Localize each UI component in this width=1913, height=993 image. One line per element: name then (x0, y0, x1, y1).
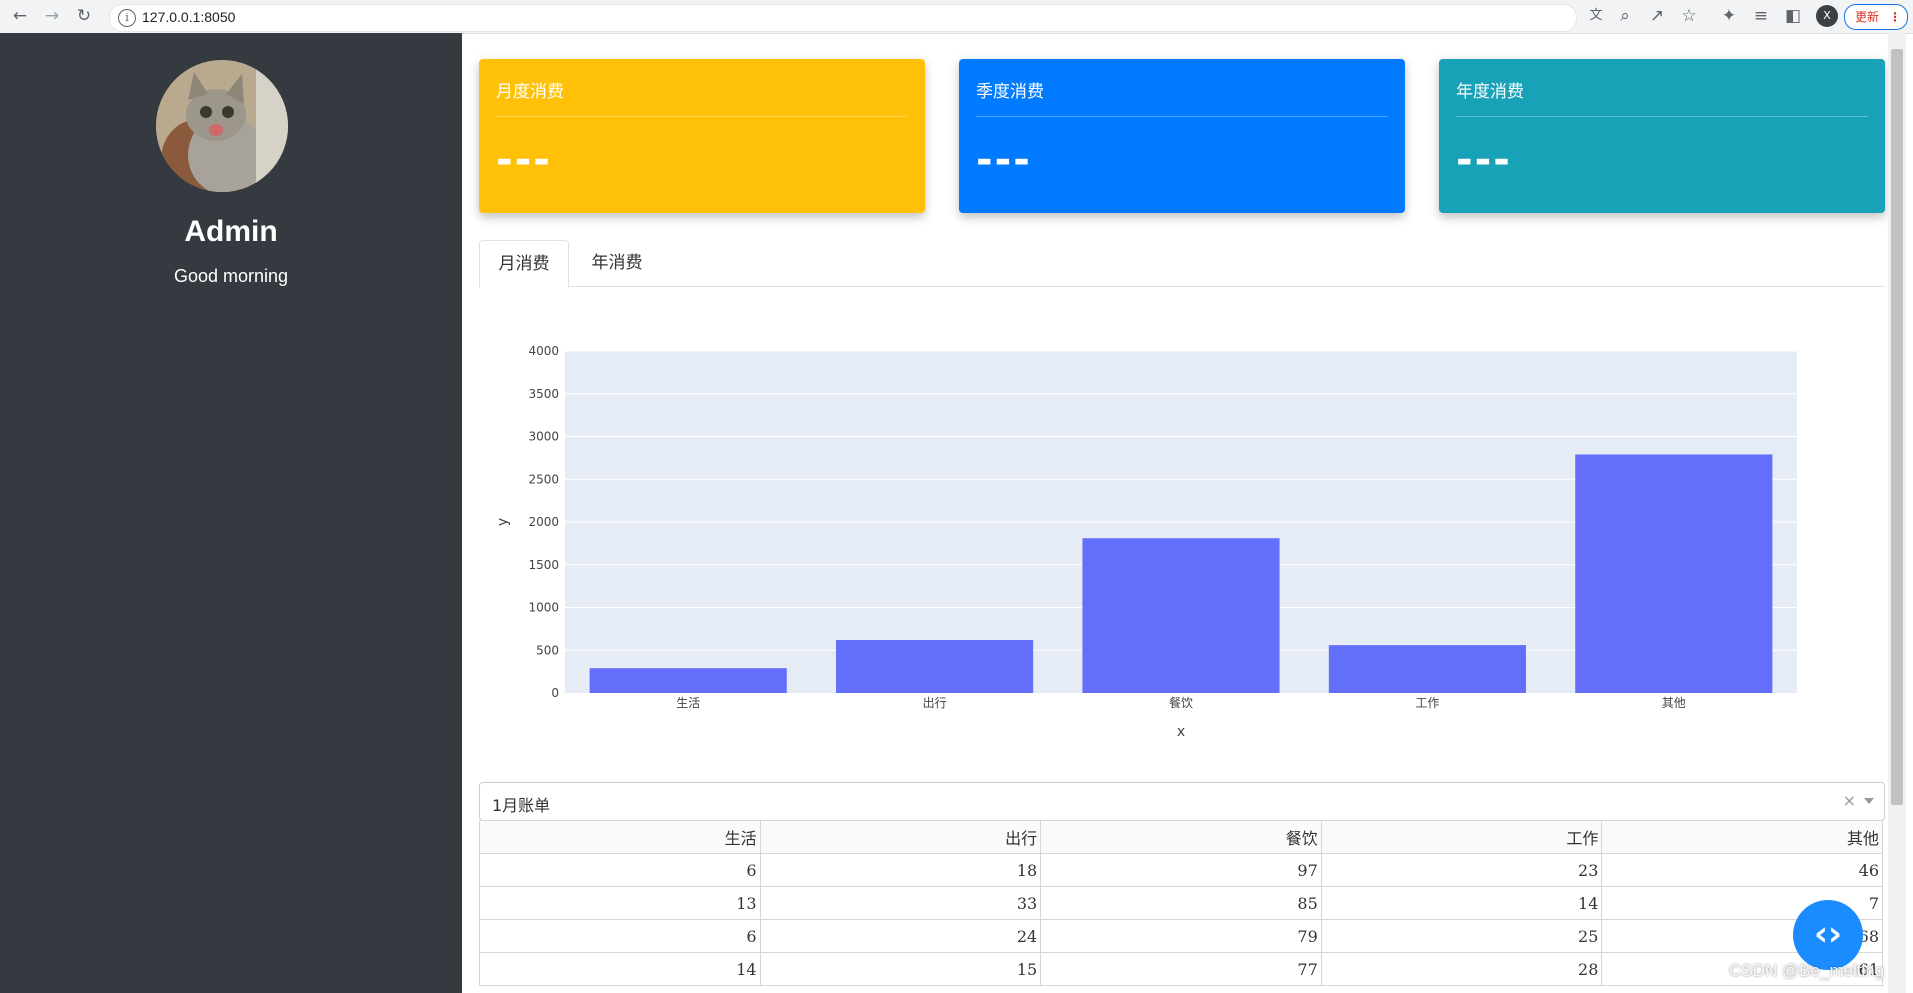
chevron-down-icon[interactable] (1864, 798, 1874, 804)
x-tick-label: 出行 (923, 696, 947, 710)
card-divider (1456, 116, 1868, 117)
table-header-row: 生活 出行 餐饮 工作 其他 (479, 820, 1883, 854)
back-icon[interactable]: ← (12, 6, 28, 26)
card-value: --- (1456, 137, 1512, 183)
table-cell[interactable]: 23 (1320, 853, 1603, 887)
table-row: 13 33 85 14 7 (479, 886, 1883, 920)
code-toggle-button[interactable]: ‹› (1793, 900, 1863, 970)
bar (1082, 538, 1280, 693)
bill-month-select[interactable]: 1月账单 × (479, 782, 1885, 821)
column-header[interactable]: 其他 (1601, 820, 1883, 854)
x-tick-label: 工作 (1415, 696, 1439, 710)
bookmark-star-icon[interactable]: ☆ (1681, 6, 1697, 26)
table-row: 6 18 97 23 46 (479, 853, 1883, 887)
share-icon[interactable]: ↗ (1649, 6, 1665, 26)
y-tick-label: 500 (536, 643, 559, 657)
y-tick-label: 2000 (528, 515, 559, 529)
greeting-text: Good morning (173, 266, 289, 286)
y-tick-label: 3500 (528, 387, 559, 401)
y-tick-label: 1500 (528, 558, 559, 572)
sidebar: Admin Good morning (0, 33, 462, 993)
table-cell[interactable]: 24 (759, 919, 1042, 953)
tab-monthly[interactable]: 月消费 (479, 240, 569, 288)
table-cell[interactable]: 7 (1601, 886, 1883, 920)
bar (1575, 454, 1773, 693)
scrollbar-thumb[interactable] (1891, 49, 1903, 805)
forward-icon[interactable]: → (44, 6, 60, 26)
bill-table: 生活 出行 餐饮 工作 其他 6 18 97 23 46 13 33 85 14… (479, 820, 1883, 986)
table-cell[interactable]: 14 (479, 952, 761, 986)
card-divider (976, 116, 1388, 117)
watermark-text: CSDN @Be_melting (1729, 961, 1885, 980)
table-cell[interactable]: 28 (1320, 952, 1603, 986)
chart-tabs: 月消费 年消费 (479, 240, 1885, 288)
table-cell[interactable]: 33 (759, 886, 1042, 920)
column-header[interactable]: 餐饮 (1040, 820, 1322, 854)
card-title: 月度消费 (496, 82, 564, 102)
tab-yearly[interactable]: 年消费 (591, 253, 643, 273)
table-cell[interactable]: 6 (479, 919, 761, 953)
table-cell[interactable]: 18 (759, 853, 1042, 887)
table-cell[interactable]: 46 (1601, 853, 1883, 887)
card-divider (496, 116, 908, 117)
column-header[interactable]: 生活 (479, 820, 761, 854)
page-scrollbar[interactable] (1888, 33, 1906, 993)
card-title: 年度消费 (1456, 82, 1524, 102)
cat-photo-icon (156, 60, 288, 192)
profile-avatar-icon[interactable]: X (1816, 5, 1838, 27)
column-header[interactable]: 工作 (1320, 820, 1603, 854)
table-cell[interactable]: 25 (1320, 919, 1603, 953)
table-cell[interactable]: 15 (759, 952, 1042, 986)
side-panel-icon[interactable]: ◧ (1784, 6, 1802, 26)
x-axis-title: x (1177, 724, 1185, 740)
y-tick-label: 0 (551, 686, 559, 700)
info-icon[interactable]: i (118, 9, 136, 27)
zoom-icon[interactable]: ⌕ (1620, 6, 1630, 26)
monthly-spending-card: 月度消费 --- (479, 59, 925, 213)
extensions-icon[interactable]: ✦ (1721, 6, 1737, 26)
address-bar[interactable]: i 127.0.0.1:8050 (109, 4, 1577, 32)
reading-list-icon[interactable]: ≡ (1753, 6, 1769, 26)
quarterly-spending-card: 季度消费 --- (959, 59, 1405, 213)
y-tick-label: 2500 (528, 472, 559, 486)
more-menu-icon: ⋮ (1889, 10, 1901, 24)
table-cell[interactable]: 77 (1040, 952, 1322, 986)
clear-icon[interactable]: × (1842, 791, 1856, 810)
card-title: 季度消费 (976, 82, 1044, 102)
column-header[interactable]: 出行 (759, 820, 1042, 854)
table-cell[interactable]: 85 (1040, 886, 1322, 920)
table-cell[interactable]: 79 (1040, 919, 1322, 953)
table-cell[interactable]: 13 (479, 886, 761, 920)
select-value: 1月账单 (492, 796, 551, 815)
table-row: 14 15 77 28 61 (479, 952, 1883, 986)
bar (1328, 645, 1526, 693)
table-cell[interactable]: 6 (479, 853, 761, 887)
y-tick-label: 3000 (528, 430, 559, 444)
x-tick-label: 其他 (1662, 696, 1686, 710)
url-text: 127.0.0.1:8050 (142, 9, 236, 25)
bar (836, 639, 1034, 693)
reload-icon[interactable]: ↻ (76, 6, 92, 26)
table-cell[interactable]: 97 (1040, 853, 1322, 887)
table-cell[interactable]: 14 (1320, 886, 1603, 920)
user-name: Admin (184, 215, 278, 248)
y-tick-label: 1000 (528, 601, 559, 615)
card-value: --- (496, 137, 552, 183)
update-button[interactable]: 更新 ⋮ (1844, 4, 1908, 30)
yearly-spending-card: 年度消费 --- (1439, 59, 1885, 213)
x-tick-label: 餐饮 (1169, 695, 1193, 710)
update-label: 更新 (1855, 10, 1880, 24)
card-value: --- (976, 137, 1032, 183)
x-tick-label: 生活 (676, 696, 700, 710)
profile-avatar (156, 60, 288, 192)
browser-toolbar: ← → ↻ i 127.0.0.1:8050 文 ⌕ ↗ ☆ ✦ ≡ ◧ X 更… (0, 0, 1913, 34)
table-row: 6 24 79 25 68 (479, 919, 1883, 953)
y-axis-title: y (495, 518, 511, 526)
spending-bar-chart: 0 500 1000 1500 2000 2500 3000 3500 4000 生活 出行 餐饮 工作… (495, 344, 1797, 740)
translate-icon[interactable]: 文 (1589, 8, 1603, 23)
bar (589, 668, 787, 693)
y-tick-label: 4000 (528, 344, 559, 358)
